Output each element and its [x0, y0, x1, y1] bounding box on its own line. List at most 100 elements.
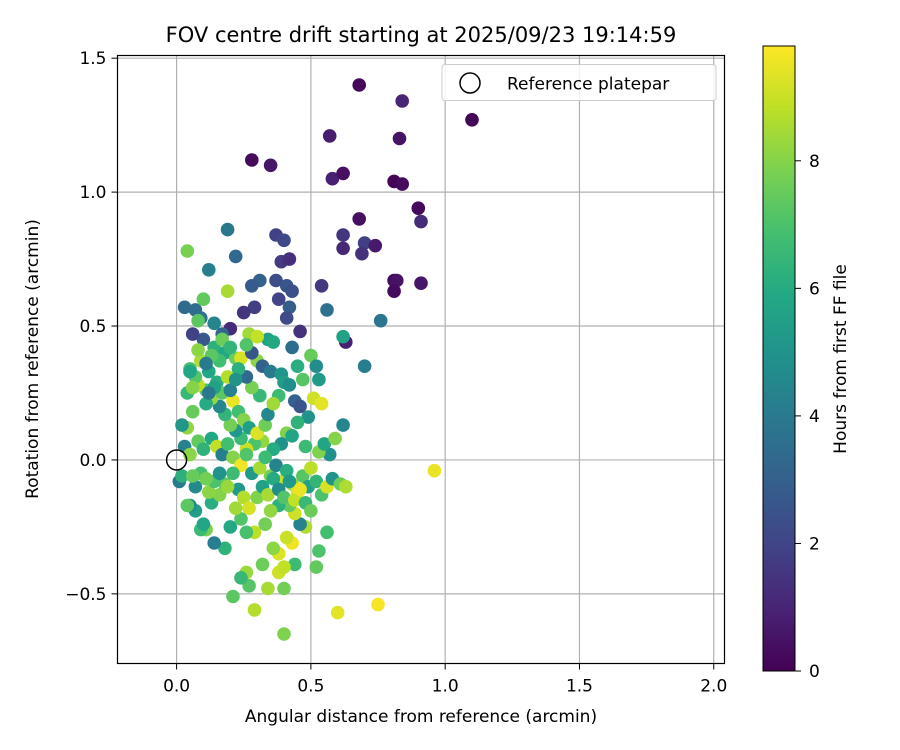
- data-point: [212, 466, 227, 481]
- data-point: [180, 498, 195, 513]
- data-point: [320, 303, 334, 317]
- legend-marker-icon: [459, 72, 481, 94]
- data-point: [226, 589, 240, 604]
- data-point: [223, 418, 238, 432]
- data-point: [202, 263, 216, 277]
- data-point: [357, 236, 372, 250]
- y-tick-label: −0.5: [65, 585, 106, 605]
- data-point: [207, 536, 221, 550]
- data-point: [188, 479, 203, 494]
- x-tick-label: 1.5: [566, 677, 593, 697]
- data-point: [236, 490, 251, 505]
- data-point: [228, 372, 243, 387]
- legend: Reference platepar: [441, 64, 717, 101]
- x-tick-label: 1.0: [432, 677, 459, 697]
- data-point: [261, 581, 275, 596]
- data-point: [279, 463, 294, 478]
- colorbar-tick-label: 0: [809, 662, 820, 682]
- data-point: [266, 335, 281, 349]
- data-point: [183, 364, 197, 379]
- data-point: [298, 439, 313, 454]
- data-point: [234, 512, 248, 526]
- colorbar: 0 2 4 6 8 Hours from first FF file: [762, 45, 851, 682]
- y-tick-label: 1.5: [79, 49, 106, 69]
- x-axis-ticks: 0.0 0.5 1.0 1.5 2.0: [163, 663, 727, 697]
- data-point: [336, 329, 350, 344]
- data-point: [328, 431, 342, 446]
- data-point: [234, 351, 248, 366]
- data-point: [320, 525, 334, 540]
- data-point: [293, 399, 307, 414]
- data-point: [279, 311, 294, 325]
- data-point: [309, 560, 324, 574]
- data-point: [199, 396, 213, 411]
- colorbar-tick-label: 8: [809, 152, 820, 172]
- data-point: [352, 212, 367, 226]
- data-point: [177, 300, 192, 315]
- data-point: [355, 246, 369, 261]
- data-point: [277, 627, 291, 641]
- data-point: [220, 437, 235, 451]
- colorbar-gradient: [762, 45, 796, 672]
- data-point: [387, 284, 401, 299]
- data-point: [288, 557, 302, 572]
- data-point: [245, 153, 259, 167]
- data-point: [293, 324, 307, 339]
- data-point: [304, 348, 318, 363]
- data-point: [191, 343, 205, 357]
- plot-frame: [116, 54, 726, 665]
- data-point: [427, 463, 442, 478]
- data-point: [290, 359, 305, 374]
- data-point: [314, 396, 329, 411]
- data-point: [373, 313, 388, 328]
- x-tick-label: 2.0: [700, 677, 727, 697]
- data-point: [202, 485, 216, 499]
- data-point: [414, 214, 428, 229]
- reference-point-marker: [165, 449, 188, 471]
- data-point: [322, 447, 337, 462]
- legend-box: [441, 64, 717, 101]
- data-point: [277, 490, 291, 505]
- data-point: [296, 372, 310, 387]
- y-tick-label: 0.0: [79, 451, 106, 471]
- data-point: [282, 300, 297, 315]
- data-point: [242, 501, 256, 515]
- data-point: [330, 605, 345, 620]
- data-points: [172, 78, 479, 641]
- data-point: [277, 581, 291, 596]
- colorbar-ticks: 0 2 4 6 8: [795, 152, 820, 682]
- data-point: [223, 383, 238, 398]
- data-point: [228, 501, 243, 515]
- data-point: [269, 458, 283, 473]
- data-point: [247, 300, 262, 315]
- data-point: [226, 466, 240, 481]
- data-point: [304, 504, 318, 518]
- data-point: [288, 493, 302, 507]
- data-point: [250, 490, 264, 505]
- data-point: [395, 177, 410, 191]
- data-point: [263, 504, 278, 518]
- data-point: [196, 442, 211, 457]
- data-point: [357, 359, 372, 374]
- data-point: [325, 171, 340, 186]
- data-point: [263, 364, 278, 379]
- data-point: [185, 469, 200, 483]
- data-point: [236, 305, 251, 320]
- x-tick-label: 0.5: [297, 677, 324, 697]
- reference-layer: [165, 449, 188, 471]
- data-point: [411, 201, 426, 215]
- colorbar-tick-label: 6: [809, 279, 820, 299]
- data-point: [261, 488, 275, 502]
- data-point: [220, 222, 235, 237]
- y-tick-label: 0.5: [79, 317, 106, 337]
- data-point: [322, 129, 337, 143]
- data-point: [185, 380, 200, 395]
- data-point: [368, 238, 383, 253]
- data-point: [336, 241, 350, 256]
- data-point: [263, 158, 278, 173]
- data-point: [231, 362, 246, 376]
- y-axis-ticks: −0.5 0.0 0.5 1.0 1.5: [65, 49, 118, 605]
- data-point: [390, 273, 404, 288]
- data-point: [282, 252, 297, 266]
